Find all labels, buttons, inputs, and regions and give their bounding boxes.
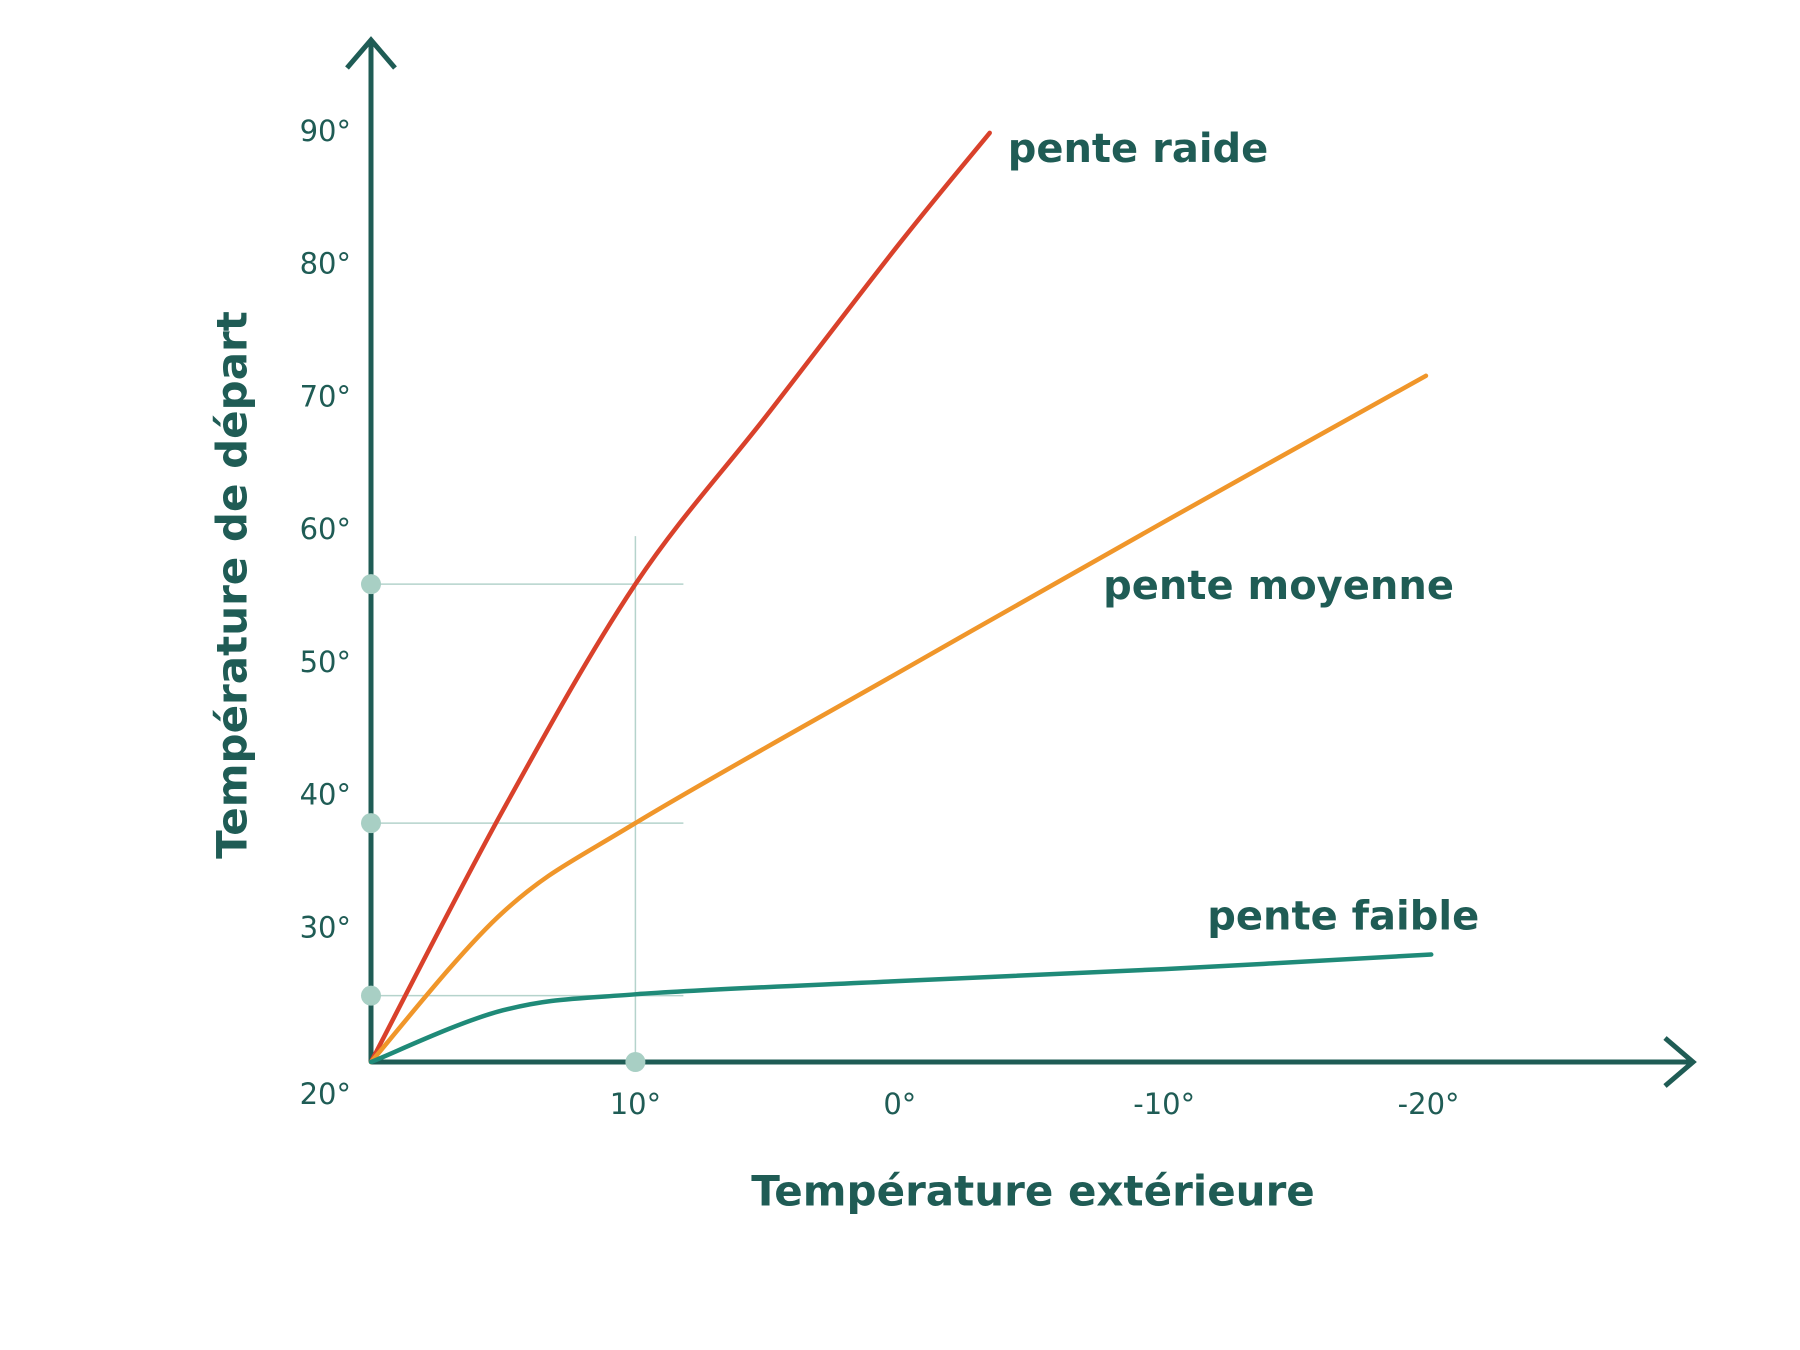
- reference-dot: [361, 574, 381, 595]
- reference-dot: [361, 813, 381, 834]
- y-tick-label: 50°: [300, 645, 351, 679]
- y-axis-title: Température de départ: [208, 311, 257, 859]
- series-label: pente moyenne: [1103, 563, 1454, 609]
- series-label: pente raide: [1008, 126, 1269, 172]
- reference-dot: [625, 1052, 646, 1072]
- x-axis-arrow: [1663, 1036, 1697, 1088]
- y-tick-label: 40°: [300, 778, 351, 812]
- series-label: pente faible: [1207, 893, 1479, 939]
- line: [368, 952, 1434, 1065]
- reference-dot: [361, 985, 381, 1006]
- x-tick-label: -20°: [1398, 1087, 1460, 1121]
- y-tick-label: 20°: [300, 1077, 351, 1111]
- y-tick-label: 80°: [300, 247, 351, 281]
- x-tick-label: 0°: [883, 1087, 916, 1121]
- line: [368, 373, 1429, 1065]
- y-axis-arrow: [345, 36, 397, 70]
- y-tick-label: 70°: [300, 379, 351, 413]
- y-tick-label: 90°: [300, 114, 351, 148]
- y-tick-label: 30°: [300, 910, 351, 944]
- line: [368, 130, 992, 1065]
- y-tick-label: 60°: [300, 512, 351, 546]
- x-tick-label: 10°: [610, 1087, 661, 1121]
- x-axis-title: Température extérieure: [751, 1167, 1315, 1216]
- x-tick-label: -10°: [1133, 1087, 1195, 1121]
